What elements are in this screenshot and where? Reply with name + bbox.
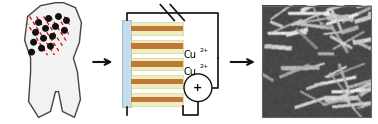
- FancyBboxPatch shape: [131, 93, 183, 106]
- FancyBboxPatch shape: [131, 75, 183, 88]
- FancyBboxPatch shape: [131, 61, 183, 67]
- Circle shape: [49, 33, 56, 40]
- Circle shape: [35, 19, 42, 26]
- Text: Cu: Cu: [183, 67, 196, 77]
- Circle shape: [38, 45, 45, 52]
- FancyBboxPatch shape: [131, 40, 183, 53]
- FancyBboxPatch shape: [131, 44, 183, 49]
- Text: 2+: 2+: [200, 48, 209, 53]
- Text: +: +: [193, 83, 203, 93]
- FancyBboxPatch shape: [131, 58, 183, 70]
- Circle shape: [63, 17, 70, 24]
- Circle shape: [42, 25, 49, 32]
- Circle shape: [55, 13, 62, 20]
- Polygon shape: [25, 3, 81, 117]
- Text: Cu: Cu: [183, 50, 196, 60]
- Text: 2+: 2+: [200, 64, 209, 69]
- FancyBboxPatch shape: [122, 20, 131, 108]
- FancyBboxPatch shape: [131, 22, 183, 35]
- Circle shape: [184, 74, 212, 102]
- Circle shape: [47, 43, 54, 50]
- FancyBboxPatch shape: [131, 97, 183, 102]
- FancyBboxPatch shape: [131, 26, 183, 31]
- FancyBboxPatch shape: [131, 79, 183, 84]
- Circle shape: [61, 27, 68, 34]
- Circle shape: [28, 49, 35, 56]
- Circle shape: [32, 29, 39, 36]
- Circle shape: [40, 35, 47, 42]
- Circle shape: [30, 39, 37, 46]
- Circle shape: [45, 15, 52, 22]
- Circle shape: [52, 23, 59, 30]
